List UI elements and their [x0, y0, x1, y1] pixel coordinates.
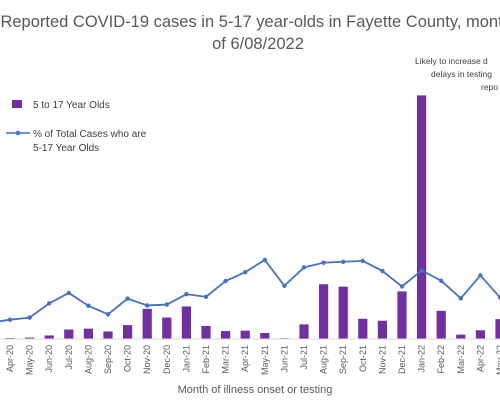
- x-axis-title: Month of illness onset or testing: [178, 384, 333, 396]
- x-tick-Apr-21: Apr-21: [240, 345, 250, 372]
- bar-Nov-20: [142, 308, 152, 339]
- chart-title-line-1: Reported COVID-19 cases in 5-17 year-old…: [0, 13, 500, 31]
- bar-Aug-21: [319, 284, 329, 339]
- bar-May-21: [260, 333, 270, 339]
- bar-Dec-21: [397, 291, 407, 339]
- line-point-May-20: [27, 315, 32, 320]
- line-point-Nov-21: [380, 268, 385, 274]
- x-tick-Jul-21: Jul-21: [299, 345, 309, 370]
- line-point-Oct-20: [125, 296, 130, 301]
- legend-line-label-2: 5-17 Year Olds: [33, 143, 99, 154]
- line-point-Apr-20: [7, 317, 13, 322]
- line-point-Jan-21: [184, 291, 189, 297]
- bar-May-20: [25, 337, 35, 339]
- annotation-line-1: Likely to increase d: [415, 56, 488, 66]
- bar-Jan-22: [417, 95, 427, 339]
- x-tick-Jul-20: Jul-20: [64, 345, 74, 370]
- legend-bar-swatch: [12, 100, 22, 108]
- x-tick-Dec-20: Dec-20: [162, 345, 172, 374]
- line-point-Feb-22: [439, 278, 444, 283]
- line-point-Sep-20: [105, 312, 111, 317]
- x-tick-Mar-21: Mar-21: [221, 345, 231, 374]
- bar-Jul-20: [64, 329, 74, 339]
- x-tick-May-22: May-22: [495, 345, 500, 375]
- bar-Mar-21: [221, 331, 231, 339]
- line-point-Aug-20: [86, 303, 91, 308]
- bar-Feb-21: [201, 325, 211, 339]
- line-point-Aug-21: [321, 260, 326, 265]
- line-point-Jun-21: [282, 283, 287, 289]
- bar-Jul-21: [299, 324, 309, 339]
- line-point-Nov-20: [145, 303, 150, 308]
- x-tick-Oct-20: Oct-20: [123, 345, 133, 372]
- x-tick-Nov-21: Nov-21: [377, 345, 387, 374]
- line-point-May-21: [262, 257, 267, 263]
- x-tick-Aug-20: Aug-20: [83, 345, 93, 374]
- line-point-Dec-21: [399, 284, 405, 289]
- x-tick-Feb-21: Feb-21: [201, 345, 211, 374]
- legend: 5 to 17 Year Olds % of Total Cases who a…: [6, 100, 147, 154]
- x-tick-Jan-21: Jan-21: [181, 345, 191, 373]
- line-series: [0, 257, 500, 323]
- bar-Apr-21: [240, 330, 250, 339]
- x-tick-Feb-22: Feb-22: [436, 345, 446, 374]
- bar-Aug-20: [83, 328, 93, 339]
- legend-bar-label: 5 to 17 Year Olds: [33, 100, 110, 111]
- x-tick-Apr-20: Apr-20: [5, 345, 15, 372]
- x-tick-Sep-20: Sep-20: [103, 345, 113, 374]
- x-tick-Jun-21: Jun-21: [279, 345, 289, 373]
- bar-Sep-20: [103, 331, 113, 339]
- x-tick-Aug-21: Aug-21: [319, 345, 329, 374]
- x-tick-Jan-22: Jan-22: [417, 345, 427, 373]
- line-point-Feb-21: [203, 294, 209, 300]
- chart-title-line-2: of 6/08/2022: [212, 35, 304, 53]
- bar-Jun-20: [44, 335, 54, 339]
- line-point-Mar-21: [223, 278, 228, 284]
- x-tick-Nov-20: Nov-20: [142, 345, 152, 374]
- line-point-Apr-22: [478, 273, 483, 278]
- bar-Mar-22: [456, 334, 466, 339]
- line-point-Jul-21: [301, 265, 307, 270]
- annotation: Likely to increase d delays in testing r…: [415, 56, 498, 92]
- x-tick-Jun-20: Jun-20: [44, 345, 54, 373]
- annotation-line-3: repo: [481, 82, 498, 92]
- x-tick-Dec-21: Dec-21: [397, 345, 407, 374]
- line-point-May-22: [497, 295, 500, 300]
- bar-Feb-22: [436, 310, 446, 339]
- bar-series: [5, 95, 500, 339]
- x-tick-Apr-22: Apr-22: [475, 345, 485, 372]
- bar-Sep-21: [338, 286, 348, 339]
- x-tick-Mar-22: Mar-22: [456, 345, 466, 374]
- x-tick-Oct-21: Oct-21: [358, 345, 368, 372]
- line-point-Jan-22: [419, 268, 424, 273]
- line-point-Mar-22: [458, 296, 463, 301]
- legend-line-marker: [15, 130, 21, 136]
- x-tick-Sep-21: Sep-21: [338, 345, 348, 374]
- bar-Oct-20: [123, 325, 133, 339]
- bar-Oct-21: [358, 318, 368, 339]
- line-point-Jul-20: [66, 290, 72, 296]
- bar-Dec-20: [162, 317, 172, 339]
- line-point-Jun-20: [47, 301, 52, 306]
- line-point-Sep-21: [341, 259, 346, 264]
- x-tick-May-20: May-20: [25, 345, 35, 375]
- legend-line-label-1: % of Total Cases who are: [33, 129, 147, 140]
- line-point-Apr-21: [243, 269, 248, 275]
- annotation-line-2: delays in testing: [431, 69, 492, 79]
- bar-Jan-21: [181, 306, 191, 339]
- bar-May-22: [495, 319, 500, 339]
- x-tick-May-21: May-21: [260, 345, 270, 375]
- line-point-Oct-21: [360, 258, 365, 264]
- line-point-Dec-20: [164, 302, 169, 307]
- x-tick-labels: Apr-20 May-20 Jun-20 Jul-20 Aug-20 Sep-20 Oct-…: [5, 345, 500, 375]
- bar-Nov-21: [377, 320, 387, 339]
- bar-Apr-22: [475, 330, 485, 339]
